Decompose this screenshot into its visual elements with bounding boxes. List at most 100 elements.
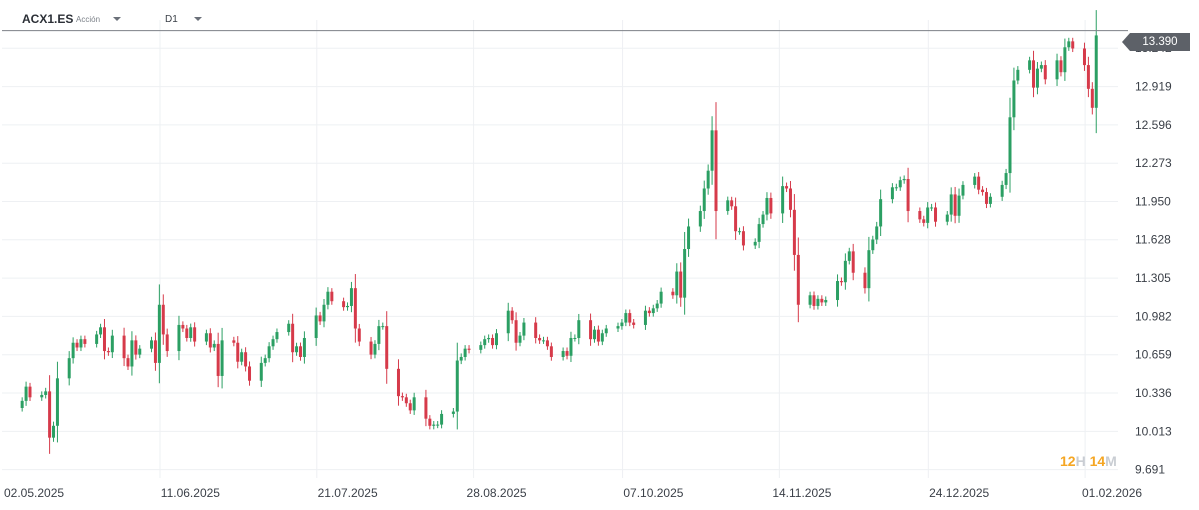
candle-body bbox=[902, 178, 906, 181]
candle-body bbox=[655, 303, 659, 309]
candle-body bbox=[796, 254, 800, 305]
candle-body bbox=[408, 403, 412, 411]
candle-body bbox=[330, 291, 334, 302]
candle-body bbox=[404, 397, 408, 404]
x-tick-label: 01.02.2026 bbox=[1082, 486, 1142, 500]
candle-body bbox=[1067, 41, 1071, 48]
candle-body bbox=[126, 358, 130, 367]
timeframe-selector[interactable]: D1 bbox=[165, 14, 178, 25]
candle-body bbox=[373, 343, 377, 355]
candle-body bbox=[102, 327, 106, 352]
candle-body bbox=[592, 329, 596, 340]
candle-body bbox=[569, 337, 573, 356]
candle-body bbox=[244, 352, 248, 367]
candle-body bbox=[455, 360, 459, 412]
candle-body bbox=[945, 214, 949, 222]
candle-body bbox=[75, 342, 79, 348]
y-tick-label: 12.596 bbox=[1135, 118, 1172, 132]
candle-body bbox=[698, 211, 702, 227]
candle-body bbox=[918, 211, 922, 220]
candle-body bbox=[906, 178, 910, 212]
candle-body bbox=[1035, 68, 1039, 88]
candle-body bbox=[1055, 60, 1059, 80]
candle-body bbox=[122, 335, 126, 359]
symbol-label[interactable]: ACX1.ES bbox=[22, 12, 74, 26]
x-tick-label: 14.11.2025 bbox=[772, 486, 831, 500]
candle-body bbox=[1039, 65, 1043, 69]
y-tick-label: 10.336 bbox=[1135, 386, 1172, 400]
candle-body bbox=[565, 351, 569, 356]
candle-body bbox=[396, 368, 400, 397]
candle-body bbox=[577, 320, 581, 338]
candle-body bbox=[538, 337, 542, 341]
candle-body bbox=[624, 313, 628, 323]
countdown-hours-unit: H bbox=[1075, 453, 1086, 469]
candle-body bbox=[432, 424, 436, 426]
candle-body bbox=[573, 337, 577, 339]
candle-body bbox=[949, 194, 953, 215]
y-tick-label: 9.691 bbox=[1135, 463, 1165, 477]
y-tick-label: 10.659 bbox=[1135, 348, 1172, 362]
candle-body bbox=[792, 209, 796, 255]
candle-body bbox=[542, 340, 546, 342]
symbol-dropdown-chevron-icon[interactable] bbox=[113, 17, 121, 21]
candle-body bbox=[961, 184, 965, 196]
candle-body bbox=[781, 186, 785, 214]
candle-body bbox=[534, 322, 538, 338]
candle-body bbox=[44, 391, 48, 395]
candle-body bbox=[48, 391, 52, 438]
chart-toolbar: ACX1.ES Acción D1 bbox=[0, 0, 1199, 36]
x-tick-label: 07.10.2025 bbox=[623, 486, 683, 500]
candle-countdown: 12H 14M bbox=[1060, 453, 1117, 469]
candle-body bbox=[753, 241, 757, 246]
candle-body bbox=[314, 315, 318, 338]
x-tick-label: 21.07.2025 bbox=[318, 486, 378, 500]
candle-body bbox=[589, 320, 593, 340]
timeframe-dropdown-chevron-icon[interactable] bbox=[194, 17, 202, 21]
candle-body bbox=[106, 351, 110, 353]
candle-body bbox=[738, 231, 742, 233]
candle-body bbox=[291, 323, 295, 353]
candle-body bbox=[322, 304, 326, 322]
candle-body bbox=[377, 326, 381, 344]
candle-body bbox=[839, 281, 843, 283]
candle-body bbox=[181, 324, 185, 329]
candle-body bbox=[843, 260, 847, 283]
candle-body bbox=[424, 397, 428, 419]
candle-body bbox=[52, 425, 56, 438]
candle-body bbox=[647, 310, 651, 314]
last-price-tag: 13.390 bbox=[1122, 33, 1190, 51]
candle-body bbox=[298, 346, 302, 357]
candle-body bbox=[240, 352, 244, 362]
candle-body bbox=[349, 288, 353, 306]
candle-body bbox=[177, 324, 181, 352]
candle-body bbox=[263, 358, 267, 363]
x-tick-label: 02.05.2025 bbox=[4, 486, 64, 500]
candle-body bbox=[138, 348, 142, 355]
candle-body bbox=[1071, 41, 1075, 49]
candle-body bbox=[867, 250, 871, 289]
candle-body bbox=[1086, 65, 1090, 89]
candle-body bbox=[95, 334, 99, 344]
candle-body bbox=[714, 130, 718, 212]
candle-body bbox=[549, 346, 553, 357]
candle-body bbox=[436, 424, 440, 426]
candle-body bbox=[208, 333, 212, 348]
candle-body bbox=[150, 340, 154, 349]
candle-body bbox=[812, 295, 816, 306]
candle-body bbox=[302, 337, 306, 357]
countdown-hours: 12 bbox=[1060, 453, 1076, 469]
candle-body bbox=[1016, 69, 1020, 81]
candle-body bbox=[232, 340, 236, 343]
candle-body bbox=[600, 333, 604, 342]
candle-body bbox=[185, 328, 189, 338]
candle-body bbox=[824, 300, 828, 303]
candle-body bbox=[820, 298, 824, 303]
candle-body bbox=[40, 394, 44, 398]
candle-body bbox=[632, 322, 636, 325]
candle-body bbox=[785, 186, 789, 189]
candle-body bbox=[55, 378, 59, 426]
candle-body bbox=[730, 200, 734, 207]
y-tick-label: 11.305 bbox=[1135, 271, 1171, 285]
